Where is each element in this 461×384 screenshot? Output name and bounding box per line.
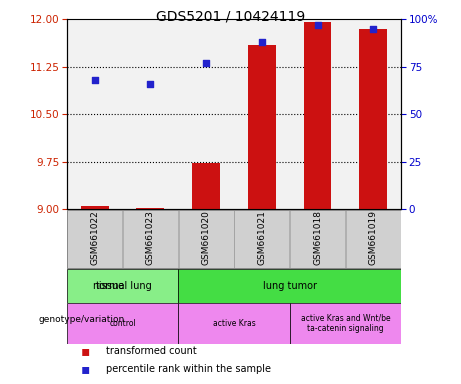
- FancyBboxPatch shape: [178, 210, 234, 268]
- Point: [91, 77, 98, 83]
- Bar: [178, 269, 401, 303]
- Bar: [81, 206, 109, 209]
- Point: [202, 60, 210, 66]
- Bar: [248, 45, 276, 209]
- Text: transformed count: transformed count: [106, 346, 197, 356]
- Text: ▪: ▪: [81, 344, 90, 358]
- Text: ▪: ▪: [81, 362, 90, 376]
- Bar: [304, 22, 331, 209]
- Point: [314, 22, 321, 28]
- Text: lung tumor: lung tumor: [263, 281, 317, 291]
- Text: GSM661022: GSM661022: [90, 210, 99, 265]
- Bar: [67, 303, 178, 344]
- Text: control: control: [109, 319, 136, 328]
- Text: GSM661018: GSM661018: [313, 210, 322, 265]
- Text: active Kras and Wnt/be
ta-catenin signaling: active Kras and Wnt/be ta-catenin signal…: [301, 314, 390, 333]
- FancyBboxPatch shape: [123, 210, 178, 268]
- Point: [147, 81, 154, 87]
- Text: active Kras: active Kras: [213, 319, 255, 328]
- Text: GSM661020: GSM661020: [201, 210, 211, 265]
- Text: tissue: tissue: [95, 281, 124, 291]
- Bar: [136, 208, 164, 209]
- Text: GSM661023: GSM661023: [146, 210, 155, 265]
- FancyBboxPatch shape: [234, 210, 290, 268]
- Bar: [290, 303, 401, 344]
- Bar: [192, 163, 220, 209]
- Bar: [67, 269, 178, 303]
- Bar: [178, 303, 290, 344]
- Bar: [359, 29, 387, 209]
- Text: GSM661021: GSM661021: [257, 210, 266, 265]
- FancyBboxPatch shape: [290, 210, 345, 268]
- Text: percentile rank within the sample: percentile rank within the sample: [106, 364, 271, 374]
- Text: genotype/variation: genotype/variation: [38, 315, 124, 324]
- Point: [370, 26, 377, 32]
- Text: GDS5201 / 10424119: GDS5201 / 10424119: [156, 10, 305, 23]
- Text: normal lung: normal lung: [93, 281, 152, 291]
- FancyBboxPatch shape: [67, 210, 122, 268]
- Point: [258, 39, 266, 45]
- FancyBboxPatch shape: [346, 210, 401, 268]
- Text: GSM661019: GSM661019: [369, 210, 378, 265]
